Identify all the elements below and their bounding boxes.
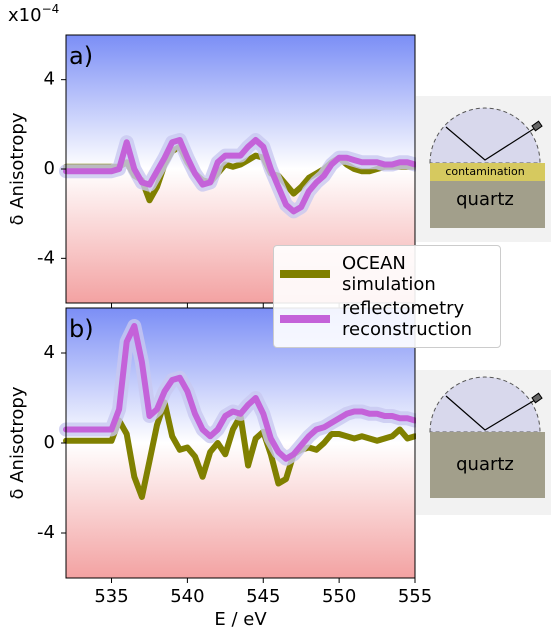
legend-item: reflectometry reconstruction [280,298,494,340]
inset-a [416,96,551,242]
y-tick-label: 4 [44,342,55,363]
inset-label: contamination [445,165,524,178]
line [63,323,418,462]
legend: OCEAN simulation reflectometry reconstruc… [273,245,501,348]
y-axis-label: δ Anisotropy [7,112,28,225]
panel-label: b) [69,315,94,343]
panel: -4 0 4 a) δ Anisotropy [7,34,422,308]
multiplier-base: x10 [8,5,42,26]
y-tick-label: -4 [37,247,55,268]
legend-label: OCEAN simulation [342,253,436,295]
x-tick-label: 535 [94,586,128,607]
inset-label: quartz [456,454,514,475]
x-tick-label: 555 [398,586,432,607]
x-axis-label: E / eV [214,609,267,630]
y-tick-label: 0 [44,432,55,453]
inset-b [416,370,551,515]
y-axis-label: δ Anisotropy [7,386,28,499]
plot-background [66,308,415,578]
panel: -4 0 4 535 540 545 550 555 b) δ Anisotropy E / eV [7,307,432,630]
x-tick-label: 540 [170,586,204,607]
axis-multiplier: x10−4 [8,2,59,27]
panel-label: a) [69,42,93,70]
y-tick-label: -4 [37,522,55,543]
x-tick-label: 545 [246,586,280,607]
multiplier-exponent: −4 [42,2,60,16]
line [63,137,418,215]
legend-item: OCEAN simulation [280,253,494,295]
x-tick-label: 550 [322,586,356,607]
legend-swatch [280,270,330,278]
legend-label: reflectometry reconstruction [342,298,473,340]
y-tick-label: 4 [44,69,55,90]
y-tick-label: 0 [44,158,55,179]
inset-label: quartz [456,189,514,210]
legend-swatch [280,315,330,323]
